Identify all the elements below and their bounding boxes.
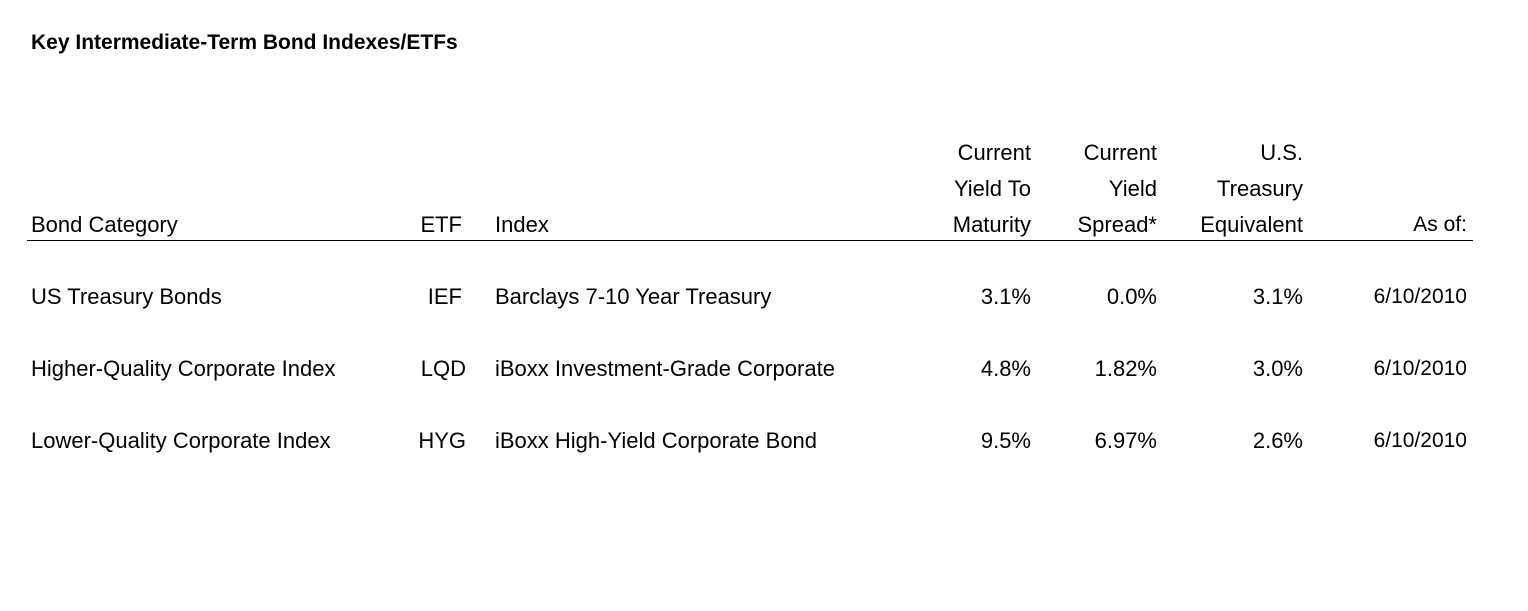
cell-bond-category: Lower-Quality Corporate Index xyxy=(31,428,331,453)
header-yield-to-maturity: Current Yield To Maturity xyxy=(900,135,1031,243)
header-ytm-line-3: Maturity xyxy=(952,212,1031,237)
header-treasury-line-2: Treasury xyxy=(1217,176,1303,201)
header-etf: ETF xyxy=(420,212,462,237)
header-treasury-line-1: U.S. xyxy=(1260,140,1303,165)
cell-bond-category: Higher-Quality Corporate Index xyxy=(31,356,336,381)
header-spread-line-2: Yield xyxy=(1108,176,1157,201)
header-spread-line-1: Current xyxy=(1083,140,1157,165)
cell-treasury-equivalent: 3.0% xyxy=(1252,356,1303,381)
cell-treasury-equivalent: 2.6% xyxy=(1252,428,1303,453)
cell-as-of: 6/10/2010 xyxy=(1373,285,1467,308)
header-treasury-equivalent: U.S. Treasury Equivalent xyxy=(1165,135,1303,243)
header-treasury-line-3: Equivalent xyxy=(1200,212,1303,237)
cell-etf: HYG xyxy=(418,428,466,453)
header-as-of: As of: xyxy=(1413,213,1467,236)
header-underline xyxy=(27,240,1473,241)
header-spread-line-3: Spread* xyxy=(1077,212,1157,237)
header-ytm-line-1: Current xyxy=(957,140,1031,165)
cell-as-of: 6/10/2010 xyxy=(1373,357,1467,380)
cell-yield-to-maturity: 4.8% xyxy=(980,356,1031,381)
cell-yield-spread: 6.97% xyxy=(1094,428,1157,453)
cell-etf: LQD xyxy=(420,356,466,381)
table-title: Key Intermediate-Term Bond Indexes/ETFs xyxy=(31,31,458,54)
cell-as-of: 6/10/2010 xyxy=(1373,429,1467,452)
cell-yield-spread: 1.82% xyxy=(1094,356,1157,381)
header-yield-spread: Current Yield Spread* xyxy=(1040,135,1157,243)
cell-index: iBoxx Investment-Grade Corporate xyxy=(495,356,835,381)
cell-index: Barclays 7-10 Year Treasury xyxy=(495,284,772,309)
header-index: Index xyxy=(495,212,549,237)
header-ytm-line-2: Yield To xyxy=(953,176,1031,201)
cell-bond-category: US Treasury Bonds xyxy=(31,284,222,309)
cell-index: iBoxx High-Yield Corporate Bond xyxy=(495,428,818,453)
cell-etf: IEF xyxy=(427,284,462,309)
cell-yield-spread: 0.0% xyxy=(1106,284,1157,309)
header-bond-category: Bond Category xyxy=(31,212,178,237)
cell-yield-to-maturity: 3.1% xyxy=(980,284,1031,309)
cell-treasury-equivalent: 3.1% xyxy=(1252,284,1303,309)
cell-yield-to-maturity: 9.5% xyxy=(980,428,1031,453)
